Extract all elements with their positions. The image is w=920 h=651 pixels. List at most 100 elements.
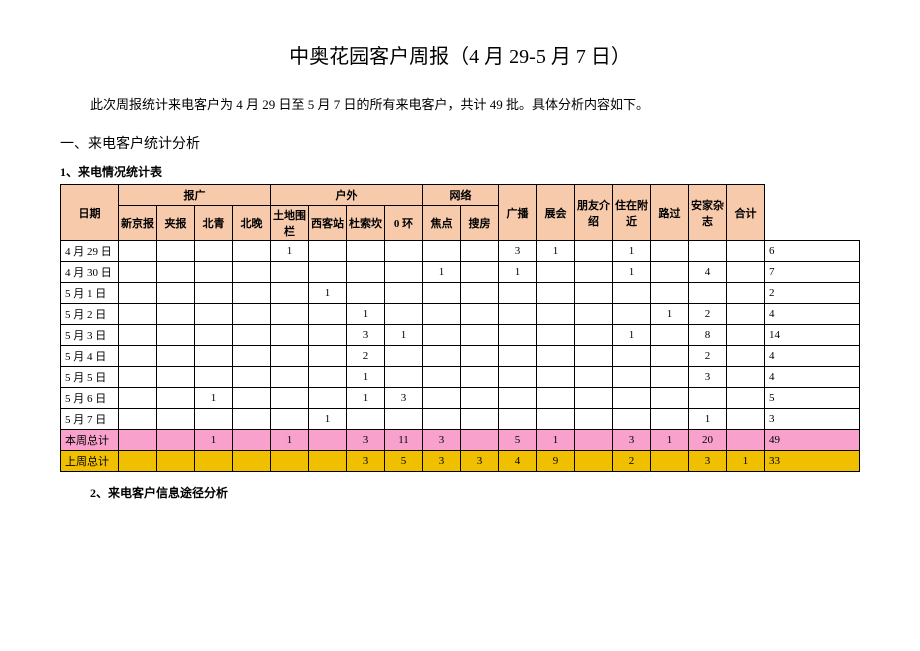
cell [689, 241, 727, 262]
cell [651, 346, 689, 367]
cell [157, 367, 195, 388]
cell [157, 241, 195, 262]
cell [309, 388, 347, 409]
cell-date: 5 月 2 日 [61, 304, 119, 325]
cell-date: 4 月 30 日 [61, 262, 119, 283]
cell [727, 283, 765, 304]
th-passby: 路过 [651, 185, 689, 241]
cell: 1 [271, 241, 309, 262]
cell [461, 241, 499, 262]
cell [119, 430, 157, 451]
th-xjb: 新京报 [119, 206, 157, 241]
cell: 20 [689, 430, 727, 451]
cell: 33 [765, 451, 860, 472]
cell [575, 388, 613, 409]
cell [233, 283, 271, 304]
cell [271, 367, 309, 388]
cell [461, 346, 499, 367]
cell [195, 325, 233, 346]
cell [195, 262, 233, 283]
cell [119, 241, 157, 262]
cell [119, 304, 157, 325]
cell [499, 367, 537, 388]
cell [461, 409, 499, 430]
cell-total-label: 上周总计 [61, 451, 119, 472]
cell [233, 325, 271, 346]
cell [157, 451, 195, 472]
cell: 1 [613, 262, 651, 283]
cell [195, 304, 233, 325]
cell [537, 304, 575, 325]
cell [423, 304, 461, 325]
th-exhib: 展会 [537, 185, 575, 241]
cell [537, 367, 575, 388]
cell: 1 [727, 451, 765, 472]
cell [233, 241, 271, 262]
cell [651, 283, 689, 304]
cell: 3 [423, 451, 461, 472]
cell [309, 430, 347, 451]
cell: 5 [765, 388, 860, 409]
cell [233, 451, 271, 472]
cell: 3 [689, 367, 727, 388]
cell: 2 [765, 283, 860, 304]
cell [309, 304, 347, 325]
cell [157, 325, 195, 346]
cell: 3 [765, 409, 860, 430]
cell [727, 346, 765, 367]
table-row: 4 月 29 日13116 [61, 241, 860, 262]
cell: 8 [689, 325, 727, 346]
cell [651, 409, 689, 430]
cell [385, 283, 423, 304]
cell [385, 262, 423, 283]
th-friend: 朋友介绍 [575, 185, 613, 241]
cell [423, 283, 461, 304]
cell [347, 409, 385, 430]
cell [195, 283, 233, 304]
table-row: 5 月 2 日1124 [61, 304, 860, 325]
cell [613, 346, 651, 367]
cell [537, 283, 575, 304]
cell: 1 [309, 409, 347, 430]
cell: 1 [347, 304, 385, 325]
row-last-week-total: 上周总计35334923133 [61, 451, 860, 472]
th-bq: 北青 [195, 206, 233, 241]
stats-table: 日期 报广 户外 网络 广播 展会 朋友介绍 住在附近 路过 安家杂志 合计 新… [60, 184, 860, 472]
cell [119, 367, 157, 388]
cell [309, 346, 347, 367]
cell [461, 430, 499, 451]
cell [271, 304, 309, 325]
table-row: 5 月 6 日1135 [61, 388, 860, 409]
cell [727, 262, 765, 283]
cell [119, 451, 157, 472]
cell [651, 262, 689, 283]
cell [613, 409, 651, 430]
cell [271, 283, 309, 304]
th-near: 住在附近 [613, 185, 651, 241]
cell [727, 430, 765, 451]
cell: 1 [423, 262, 461, 283]
cell [727, 304, 765, 325]
cell [461, 388, 499, 409]
cell: 6 [765, 241, 860, 262]
cell [423, 367, 461, 388]
cell [119, 325, 157, 346]
subsection-2-heading: 2、来电客户信息途径分析 [90, 484, 860, 501]
cell [613, 304, 651, 325]
cell [233, 367, 271, 388]
cell [195, 367, 233, 388]
th-tdwl: 土地围栏 [271, 206, 309, 241]
cell [271, 388, 309, 409]
cell: 3 [385, 388, 423, 409]
th-jd: 焦点 [423, 206, 461, 241]
cell-date: 5 月 3 日 [61, 325, 119, 346]
th-bw: 北晚 [233, 206, 271, 241]
cell [157, 346, 195, 367]
cell [347, 241, 385, 262]
cell [157, 283, 195, 304]
cell [233, 388, 271, 409]
cell [423, 325, 461, 346]
intro-text: 此次周报统计来电客户为 4 月 29 日至 5 月 7 日的所有来电客户，共计 … [90, 94, 860, 113]
cell [119, 409, 157, 430]
cell [233, 346, 271, 367]
